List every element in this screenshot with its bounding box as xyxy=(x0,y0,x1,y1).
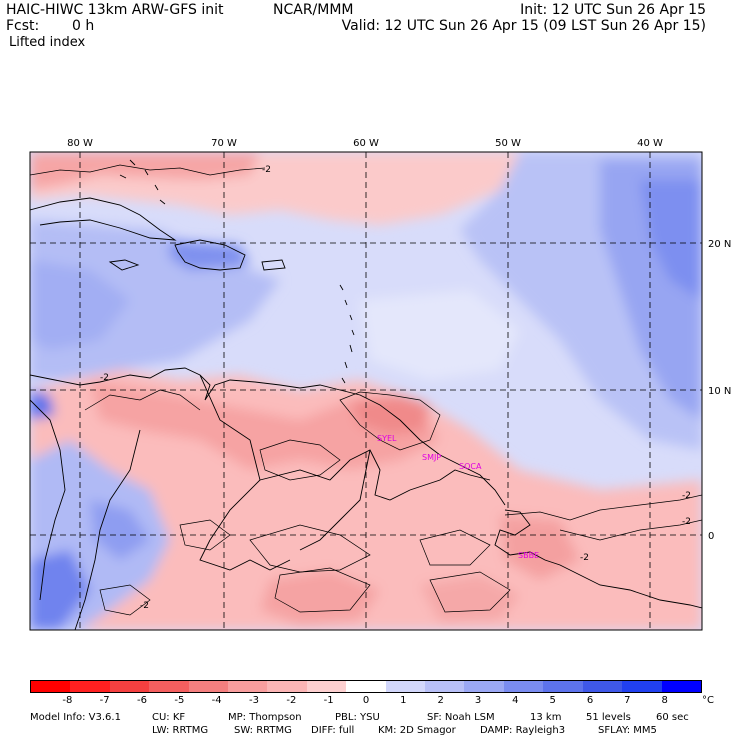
contour-label: -2 xyxy=(682,517,691,527)
colorbar-tick-label: 4 xyxy=(512,695,519,706)
colorbar-swatch xyxy=(464,681,504,692)
model-info-mp: MP: Thompson xyxy=(228,712,302,723)
colorbar-swatch xyxy=(543,681,583,692)
colorbar-tick-label: -1 xyxy=(323,695,334,706)
colorbar-tick-label: 0 xyxy=(362,695,370,706)
colorbar-swatch xyxy=(622,681,662,692)
colorbar-swatch xyxy=(188,681,229,692)
lat-label: 10 N xyxy=(708,386,731,397)
valid-time: Valid: 12 UTC Sun 26 Apr 15 (09 LST Sun … xyxy=(341,18,706,34)
model-info-diff: DIFF: full xyxy=(311,725,355,736)
lat-label: 20 N xyxy=(708,239,731,250)
colorbar-swatch xyxy=(661,681,701,692)
init-time: Init: 12 UTC Sun 26 Apr 15 xyxy=(520,2,706,18)
contour-label: -2 xyxy=(580,553,589,563)
model-info-sflay: SFLAY: MM5 xyxy=(598,725,657,736)
station-label: SBBE xyxy=(518,551,539,560)
colorbar-swatch xyxy=(385,681,426,692)
model-info-lw: LW: RRTMG xyxy=(152,725,209,736)
lon-label: 60 W xyxy=(353,138,379,149)
lat-label: 0 xyxy=(708,531,714,542)
colorbar-swatch xyxy=(306,681,347,692)
colorbar-tick-label: -7 xyxy=(99,695,110,706)
colorbar-tick-label: 6 xyxy=(586,695,594,706)
colorbar-tick-label: 2 xyxy=(437,695,444,706)
lat-lon-grid xyxy=(30,152,702,630)
colorbar-swatch xyxy=(70,681,110,692)
fcst-value: 0 h xyxy=(72,18,95,34)
colorbar-tick-label: 1 xyxy=(400,695,407,706)
colorbar-tick-label: 8 xyxy=(661,695,668,706)
contour-lines xyxy=(30,164,702,616)
colorbar-swatch xyxy=(582,681,623,692)
colorbar-tick-label: 3 xyxy=(474,695,482,706)
colorbar-tick-label: -2 xyxy=(286,695,297,706)
colorbar-swatch xyxy=(503,681,544,692)
model-info-km: KM: 2D Smagor xyxy=(378,725,456,736)
contour-label: -2 xyxy=(682,491,691,501)
colorbar-tick-label: -4 xyxy=(211,695,222,706)
model-info-timestep: 60 sec xyxy=(656,712,689,723)
colorbar-swatch xyxy=(228,681,268,692)
field-name: Lifted index xyxy=(9,35,86,50)
colorbar-tick-label: 7 xyxy=(624,695,631,706)
model-info-pbl: PBL: YSU xyxy=(335,712,380,723)
station-label: SMJP xyxy=(422,453,441,462)
contour-label: -2 xyxy=(100,373,109,383)
model-info-cu: CU: KF xyxy=(152,712,186,723)
colorbar-tick-label: -5 xyxy=(174,695,185,706)
colorbar-swatch xyxy=(267,681,307,692)
map-frame xyxy=(29,151,703,631)
model-title: HAIC-HIWC 13km ARW-GFS init xyxy=(6,2,224,18)
colorbar-tick-label: -6 xyxy=(137,695,147,706)
lon-label: 70 W xyxy=(211,138,237,149)
model-info-sw: SW: RRTMG xyxy=(234,725,292,736)
shaded-field xyxy=(30,152,702,630)
colorbar-swatch xyxy=(109,681,150,692)
model-info-version: Model Info: V3.6.1 xyxy=(30,712,121,723)
colorbar-tick-label: 5 xyxy=(549,695,556,706)
colorbar-swatch xyxy=(425,681,465,692)
model-info-levels: 51 levels xyxy=(586,712,631,723)
colorbar-unit: °C xyxy=(702,695,714,706)
lon-label: 50 W xyxy=(495,138,521,149)
station-label: SYEL xyxy=(377,434,397,443)
model-info-sf: SF: Noah LSM xyxy=(427,712,495,723)
colorbar-tick-label: -8 xyxy=(62,695,73,706)
lon-label: 80 W xyxy=(67,138,93,149)
colorbar-swatch xyxy=(31,681,71,692)
station-label: SOCA xyxy=(459,462,482,471)
coastlines xyxy=(30,159,702,630)
model-info-damp: DAMP: Rayleigh3 xyxy=(480,725,566,736)
contour-label: -2 xyxy=(262,165,271,175)
colorbar-swatch xyxy=(346,681,386,692)
colorbar-swatch xyxy=(149,681,189,692)
lon-label: 40 W xyxy=(637,138,663,149)
org-label: NCAR/MMM xyxy=(273,2,354,18)
colorbar xyxy=(30,680,702,693)
contour-label: -2 xyxy=(140,601,149,611)
colorbar-tick-label: -3 xyxy=(249,695,259,706)
model-info-res: 13 km xyxy=(530,712,562,723)
fcst-label: Fcst: xyxy=(6,18,40,34)
